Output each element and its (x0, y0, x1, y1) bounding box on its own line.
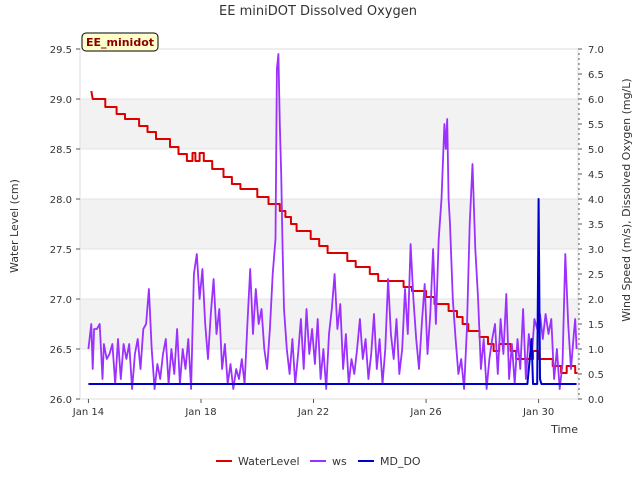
y-axis-left-label: Water Level (cm) (8, 179, 21, 273)
y-left-tick-label: 27.0 (50, 295, 72, 306)
y-left-tick-label: 28.5 (50, 145, 72, 156)
x-tick-label: Jan 30 (522, 407, 554, 418)
chart-title: EE miniDOT Dissolved Oxygen (219, 4, 417, 19)
y-right-tick-label: 5.0 (588, 145, 604, 156)
badge-box (81, 32, 159, 52)
y-right-tick-label: 2.5 (588, 270, 604, 281)
y-right-tick-label: 3.0 (588, 245, 604, 256)
x-tick-label: Jan 22 (297, 407, 329, 418)
y-right-tick-label: 0.5 (588, 370, 604, 381)
legend-label-ws: ws (332, 455, 347, 468)
series-line-MD_DO (88, 198, 577, 385)
x-axis-label: Time (550, 423, 578, 436)
badge-label: EE_minidot (86, 36, 154, 49)
y-right-tick-label: 1.0 (588, 345, 604, 356)
grid-band (80, 199, 578, 249)
legend-label-WaterLevel: WaterLevel (238, 455, 300, 468)
y-left-tick-label: 29.5 (50, 45, 72, 56)
y-left-tick-label: 29.0 (50, 95, 72, 106)
y-left-tick-label: 26.5 (50, 345, 72, 356)
y-right-tick-label: 5.5 (588, 120, 604, 131)
series-layer (87, 53, 578, 390)
x-tick-label: Jan 14 (72, 407, 104, 418)
y-right-tick-label: 6.5 (588, 70, 604, 81)
series-line-ws (87, 53, 578, 390)
y-right-tick-label: 7.0 (588, 45, 604, 56)
grid-band (80, 99, 578, 149)
y-right-tick-label: 1.5 (588, 320, 604, 331)
y-axis-right-label: Wind Speed (m/s), Dissolved Oxygen (mg/L… (620, 78, 633, 321)
axes: 26.0 26.5 27.0 27.5 28.0 28.5 29.0 29.5 0.0 0.5 1.… (50, 45, 604, 418)
y-right-tick-label: 0.0 (588, 395, 604, 406)
x-tick-label: Jan 26 (409, 407, 441, 418)
legend-label-MD_DO: MD_DO (380, 455, 421, 468)
y-left-tick-label: 28.0 (50, 195, 72, 206)
y-right-tick-label: 4.0 (588, 195, 604, 206)
y-right-tick-label: 3.5 (588, 220, 604, 231)
x-tick-label: Jan 18 (184, 407, 216, 418)
y-left-tick-label: 26.0 (50, 395, 72, 406)
chart-badge: EE_minidot (81, 32, 159, 52)
legend: WaterLevel ws MD_DO (216, 455, 421, 468)
y-right-tick-label: 4.5 (588, 170, 604, 181)
y-right-tick-label: 2.0 (588, 295, 604, 306)
y-left-tick-label: 27.5 (50, 245, 72, 256)
y-right-tick-label: 6.0 (588, 95, 604, 106)
